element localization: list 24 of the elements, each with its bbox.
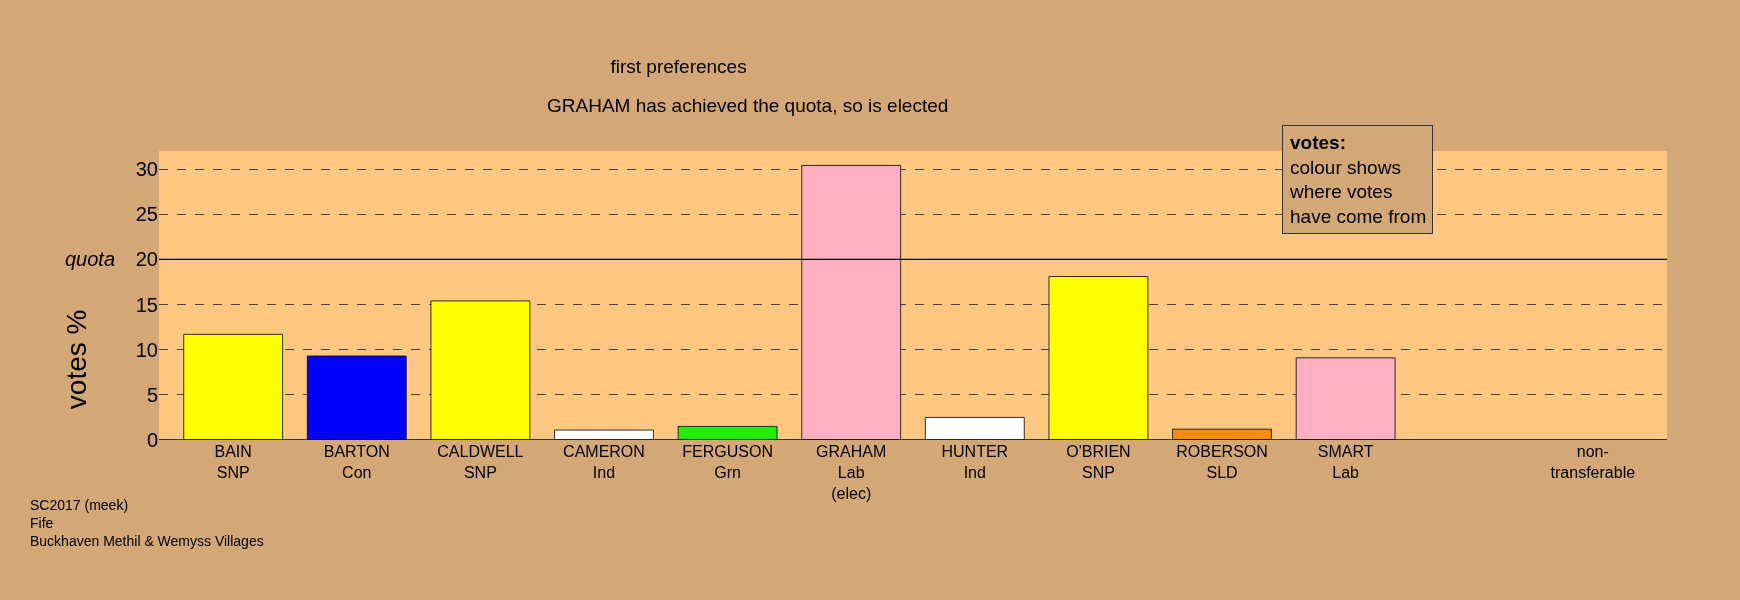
x-tick-label: GRAHAM Lab (elec) [816,443,887,502]
x-tick-label: O'BRIEN SNP [1066,443,1131,481]
y-tick-label: 15 [135,293,158,316]
y-tick-label: 25 [135,203,158,226]
chart-subtitle: GRAHAM has achieved the quota, so is elected [547,95,949,116]
annotation: votes: colour shows where votes have come from [1289,132,1427,228]
y-axis-title: votes % [60,309,92,410]
chart-title: first preferences [610,56,747,78]
text: SC2017 (meek) Fife Buckhaven Methil & Wemyss Villages [30,497,264,550]
y-tick-label: 30 [135,158,158,181]
x-tick-label: CALDWELL SNP [437,443,524,481]
y-tick-label: 5 [146,383,158,406]
ref-line-label: quota [65,248,116,270]
x-tick-label: SMART Lab [1317,443,1374,481]
x-tick-label: CAMERON Ind [563,443,645,481]
x-tick-label: HUNTER Ind [941,443,1009,481]
y-tick-label: 0 [146,429,158,451]
x-tick-label: non- transferable [1550,443,1636,481]
x-tick-label: BAIN SNP [214,443,252,481]
y-tick-label: 10 [135,338,158,361]
y-tick-label: 20 [135,248,158,271]
x-tick-label: FERGUSON Grn [682,443,773,481]
x-tick-label: BARTON Con [323,443,390,481]
x-tick-label: ROBERSON SLD [1176,443,1268,481]
